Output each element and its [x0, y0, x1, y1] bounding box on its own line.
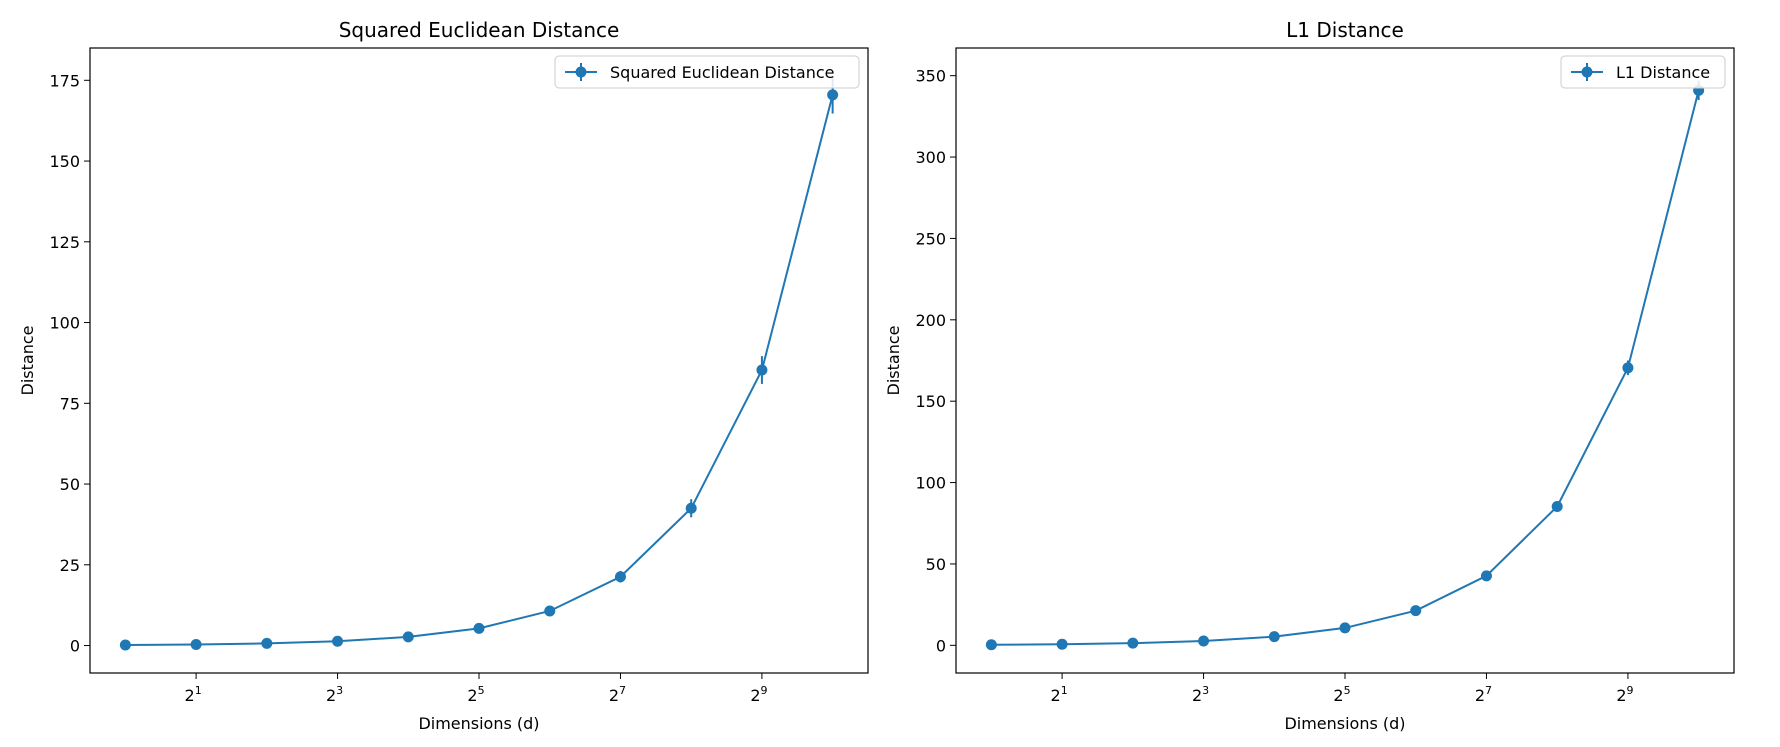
- x-tick-label: 25: [1333, 684, 1350, 705]
- data-point: [1339, 622, 1351, 634]
- x-tick-label: 21: [185, 684, 202, 705]
- data-point: [473, 622, 485, 634]
- data-point: [119, 639, 131, 651]
- data-point: [685, 502, 697, 514]
- y-tick-label: 25: [60, 556, 80, 575]
- data-point: [985, 639, 997, 651]
- y-axis-label: Distance: [18, 326, 37, 396]
- data-point: [544, 605, 556, 617]
- data-point: [190, 638, 202, 650]
- data-point: [1198, 635, 1210, 647]
- y-tick-label: 0: [936, 636, 946, 655]
- series-line: [125, 94, 834, 646]
- y-tick-label: 125: [49, 233, 80, 252]
- x-axis-label: Dimensions (d): [1284, 714, 1405, 733]
- x-tick-label: 21: [1051, 684, 1068, 705]
- data-point: [827, 89, 839, 101]
- y-tick-label: 50: [926, 555, 946, 574]
- legend-box: [554, 55, 860, 89]
- data-point: [1480, 570, 1492, 582]
- y-tick-label: 350: [915, 67, 946, 86]
- data-point: [1551, 500, 1563, 512]
- data-point: [756, 364, 768, 376]
- plot-area-frame: [89, 47, 869, 674]
- legend: Squared Euclidean Distance: [554, 55, 860, 89]
- data-point: [402, 631, 414, 643]
- chart-title: Squared Euclidean Distance: [339, 18, 620, 42]
- x-tick-label: 27: [609, 684, 626, 705]
- y-tick-label: 150: [915, 392, 946, 411]
- x-tick-label: 23: [1192, 684, 1209, 705]
- data-point: [614, 571, 626, 583]
- x-tick-label: 29: [750, 684, 767, 705]
- data-point: [332, 635, 344, 647]
- data-point: [1127, 637, 1139, 649]
- y-tick-label: 0: [70, 637, 80, 656]
- y-axis-label: Distance: [884, 326, 903, 396]
- y-tick-label: 175: [49, 71, 80, 90]
- plot-area-frame: [955, 47, 1735, 674]
- legend-label: Squared Euclidean Distance: [610, 63, 835, 82]
- legend-label: L1 Distance: [1616, 63, 1710, 82]
- y-tick-label: 200: [915, 311, 946, 330]
- series-line: [991, 90, 1700, 646]
- x-axis-label: Dimensions (d): [418, 714, 539, 733]
- data-point: [1056, 638, 1068, 650]
- y-tick-label: 300: [915, 148, 946, 167]
- data-point: [1268, 631, 1280, 643]
- chart-title: L1 Distance: [1286, 18, 1404, 42]
- y-tick-label: 250: [915, 229, 946, 248]
- data-point: [1410, 605, 1422, 617]
- x-tick-label: 25: [467, 684, 484, 705]
- x-tick-label: 27: [1475, 684, 1492, 705]
- y-tick-label: 50: [60, 475, 80, 494]
- legend-point-marker: [575, 66, 587, 78]
- data-point: [1622, 362, 1634, 374]
- y-tick-label: 100: [915, 474, 946, 493]
- legend-point-marker: [1581, 66, 1593, 78]
- legend-box: [1560, 55, 1726, 89]
- x-tick-label: 29: [1616, 684, 1633, 705]
- y-tick-label: 75: [60, 394, 80, 413]
- l1-distance-panel: L1 Distance Dimensions (d) Distance 0 50 1…: [884, 18, 1735, 733]
- y-tick-label: 150: [49, 152, 80, 171]
- x-tick-label: 23: [326, 684, 343, 705]
- y-tick-label: 100: [49, 314, 80, 333]
- squared-euclidean-panel: Squared Euclidean Distance Dimensions (d…: [18, 18, 869, 733]
- data-point: [261, 637, 273, 649]
- legend: L1 Distance: [1560, 55, 1726, 89]
